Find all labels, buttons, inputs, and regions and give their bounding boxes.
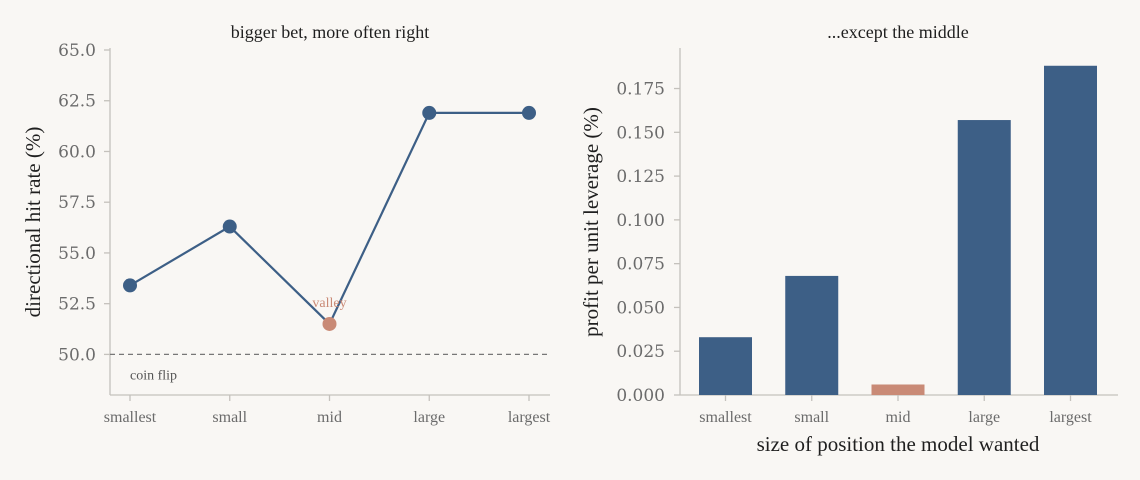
right-y-ticks: 0.000 0.025 0.050 0.075 0.100 0.125 0.150 0.175 [616, 80, 680, 406]
right-y-tick-label: 0.150 [616, 123, 665, 143]
hit-rate-line [129, 111, 529, 326]
left-y-tick-label: 62.5 [58, 92, 96, 112]
left-series [123, 105, 536, 331]
hit-rate-point [123, 278, 137, 293]
right-y-tick-label: 0.000 [616, 386, 665, 406]
right-y-tick-label: 0.125 [616, 167, 665, 187]
right-y-tick-label: 0.175 [616, 80, 665, 100]
left-chart-title: bigger bet, more often right [231, 22, 429, 42]
right-y-tick-label: 0.025 [616, 342, 665, 362]
profit-bar [699, 337, 752, 395]
left-y-tick-label: 60.0 [58, 142, 96, 162]
right-x-tick-label: large [968, 409, 1000, 426]
left-x-ticks: smallest small mid large largest [104, 395, 551, 426]
left-y-axis-label: directional hit rate (%) [21, 127, 45, 318]
right-y-tick-label: 0.050 [616, 298, 665, 318]
right-chart-title: ...except the middle [827, 22, 968, 42]
left-y-tick-label: 57.5 [58, 193, 96, 213]
right-y-axis-label: profit per unit leverage (%) [579, 107, 603, 337]
right-x-axis-label: size of position the model wanted [757, 432, 1040, 456]
right-y-tick-label: 0.075 [616, 255, 665, 275]
profit-bar [785, 275, 839, 395]
left-y-ticks: 50.0 52.5 55.0 57.5 60.0 62.5 65.0 [58, 41, 110, 365]
left-x-tick-label: large [413, 409, 445, 426]
left-y-tick-label: 55.0 [58, 244, 96, 264]
right-chart: ...except the middle profit per unit lev… [579, 22, 1118, 456]
hit-rate-point [522, 105, 536, 120]
right-bars [699, 65, 1097, 396]
coin-flip-label: coin flip [130, 368, 177, 383]
profit-bar [1044, 65, 1097, 396]
left-y-tick-label: 50.0 [58, 345, 96, 365]
left-x-tick-label: largest [508, 409, 551, 426]
valley-annotation: valley [312, 296, 346, 311]
right-x-tick-label: largest [1049, 409, 1092, 426]
left-y-tick-label: 52.5 [58, 295, 96, 315]
valley-point [322, 316, 337, 331]
right-y-tick-label: 0.100 [616, 211, 665, 231]
right-x-ticks: smallest small mid large largest [699, 395, 1092, 426]
profit-bar [957, 120, 1011, 396]
left-y-tick-label: 65.0 [58, 41, 96, 61]
hit-rate-point [422, 105, 437, 120]
hit-rate-point [222, 219, 237, 234]
left-x-tick-label: small [212, 409, 247, 426]
left-x-tick-label: smallest [104, 409, 157, 426]
profit-bar-mid [871, 384, 925, 395]
left-chart: bigger bet, more often right directional… [21, 22, 551, 426]
right-x-tick-label: mid [886, 409, 911, 426]
right-x-tick-label: small [794, 409, 829, 426]
right-x-tick-label: smallest [699, 409, 752, 426]
left-x-tick-label: mid [317, 409, 342, 426]
